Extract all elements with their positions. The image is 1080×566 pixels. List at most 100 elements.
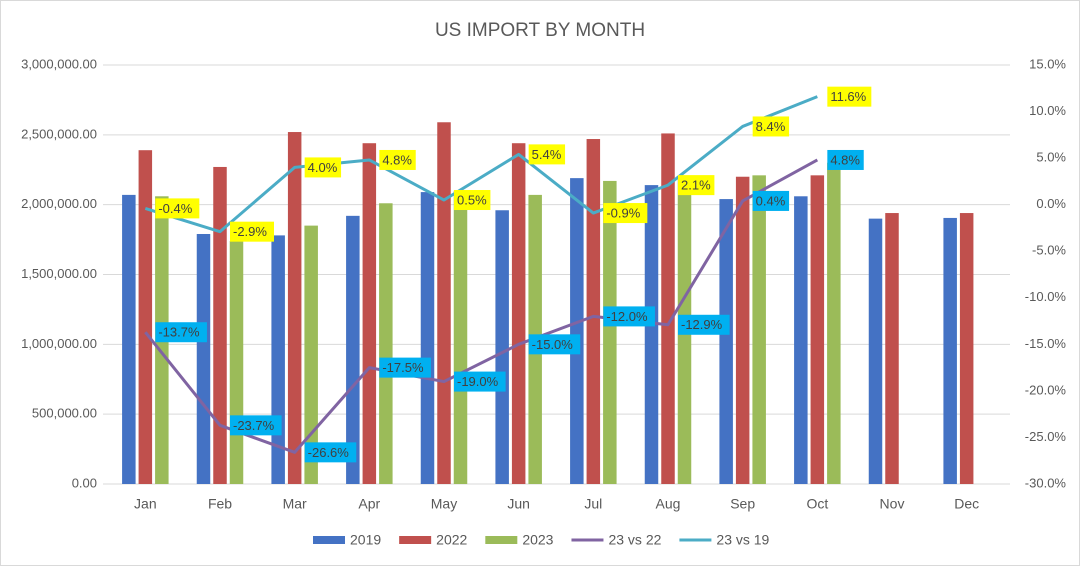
data-label-box	[230, 221, 274, 242]
data-label-box	[678, 314, 730, 335]
data-label: -26.6%	[308, 445, 350, 460]
y2-tick-label: 0.0%	[1036, 196, 1066, 211]
x-tick-label: Jan	[134, 496, 157, 512]
bar	[719, 199, 733, 484]
y-tick-label: 1,000,000.00	[21, 336, 97, 351]
data-label-box	[827, 86, 872, 107]
data-label-box	[155, 198, 200, 219]
data-label-box	[603, 203, 648, 224]
data-label: -17.5%	[382, 360, 424, 375]
bar	[511, 143, 526, 485]
y2-tick-label: -5.0%	[1032, 243, 1066, 258]
data-label-box	[454, 190, 491, 211]
bar	[453, 190, 468, 484]
bar	[943, 217, 957, 484]
legend-swatch	[313, 536, 345, 544]
data-label: 11.6%	[830, 89, 866, 104]
data-label-box	[678, 175, 715, 196]
x-tick-label: Aug	[656, 496, 681, 512]
bar	[603, 180, 617, 484]
legend-label: 2023	[522, 532, 553, 548]
line	[144, 95, 818, 234]
bar	[379, 203, 393, 484]
bar	[661, 133, 675, 485]
data-label-box	[379, 149, 416, 170]
y-tick-label: 1,500,000.00	[21, 266, 97, 281]
data-label: 8.4%	[756, 119, 786, 134]
bar	[304, 225, 318, 484]
y-tick-label: 500,000.00	[32, 406, 97, 421]
data-label: -19.0%	[457, 374, 499, 389]
chart-title: US IMPORT BY MONTH	[435, 20, 645, 41]
data-label-box	[752, 190, 790, 211]
data-label-box	[454, 371, 506, 392]
y2-tick-label: 5.0%	[1036, 150, 1066, 165]
bar	[752, 175, 766, 484]
y2-tick-label: -15.0%	[1025, 336, 1067, 351]
x-tick-label: Nov	[880, 496, 905, 512]
data-label: -15.0%	[532, 337, 574, 352]
data-label: -0.9%	[606, 205, 640, 220]
bar	[868, 218, 883, 484]
bar	[959, 213, 974, 484]
data-label: -12.0%	[606, 309, 648, 324]
bar	[122, 194, 136, 484]
bar	[810, 175, 825, 484]
y2-tick-label: 15.0%	[1029, 56, 1066, 71]
data-label-box	[304, 157, 342, 178]
data-label-box	[528, 144, 566, 165]
bar	[885, 213, 899, 484]
y-tick-label: 3,000,000.00	[21, 56, 97, 71]
bar	[287, 132, 302, 485]
data-label: -23.7%	[233, 418, 275, 433]
bar	[213, 166, 227, 484]
data-label-box	[603, 306, 655, 327]
bar	[362, 143, 377, 485]
y2-tick-label: -10.0%	[1025, 289, 1067, 304]
x-tick-label: Oct	[806, 496, 828, 512]
x-tick-label: Jul	[584, 496, 602, 512]
bar	[138, 150, 153, 485]
line	[144, 158, 819, 454]
legend-label: 23 vs 19	[716, 532, 769, 548]
legend-swatch	[485, 536, 518, 544]
y2-tick-label: 10.0%	[1029, 103, 1066, 118]
legend-label: 2019	[350, 532, 381, 548]
bar	[570, 178, 584, 484]
data-label-box	[379, 357, 431, 378]
x-tick-label: Sep	[730, 496, 755, 512]
y-tick-label: 2,000,000.00	[21, 196, 97, 211]
y-tick-label: 2,500,000.00	[21, 126, 97, 141]
data-label: 0.5%	[457, 192, 487, 207]
data-label: 4.8%	[382, 152, 412, 167]
data-label: -2.9%	[233, 224, 267, 239]
data-label-box	[155, 322, 207, 343]
bar	[346, 215, 360, 484]
data-label: 4.8%	[830, 152, 860, 167]
x-tick-label: Mar	[283, 496, 307, 512]
data-label-box	[230, 415, 282, 436]
data-label-box	[528, 334, 581, 355]
data-label: 0.4%	[756, 193, 786, 208]
x-tick-label: Dec	[954, 496, 979, 512]
data-label: 2.1%	[681, 178, 711, 193]
bar	[229, 240, 244, 484]
data-label-box	[827, 149, 864, 170]
data-label: -13.7%	[158, 325, 200, 340]
bar	[827, 162, 841, 484]
bar	[586, 139, 601, 485]
bar	[437, 122, 451, 484]
x-tick-label: Jun	[507, 496, 530, 512]
y2-tick-label: -20.0%	[1025, 382, 1067, 397]
bar	[495, 210, 509, 484]
data-label: -0.4%	[158, 201, 192, 216]
bar	[196, 233, 211, 484]
y-tick-label: 0.00	[72, 475, 97, 490]
data-label-box	[752, 116, 790, 137]
y2-tick-label: -30.0%	[1025, 475, 1067, 490]
bar	[735, 176, 750, 484]
x-tick-label: Feb	[208, 496, 232, 512]
x-tick-label: May	[431, 496, 457, 512]
data-label-box	[304, 442, 357, 463]
